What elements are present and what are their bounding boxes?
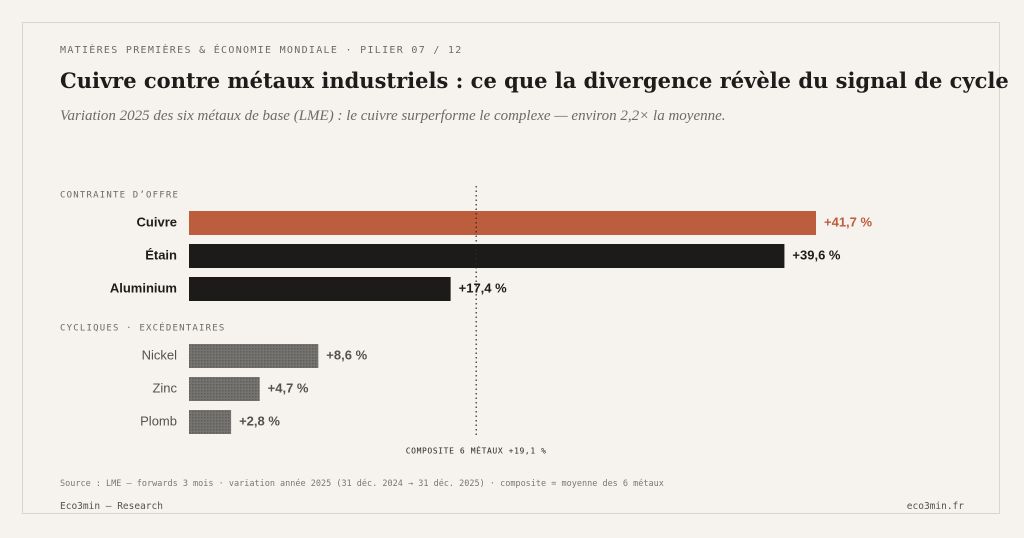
kicker: MATIÈRES PREMIÈRES & ÉCONOMIE MONDIALE ·… xyxy=(60,45,463,56)
bar-zinc xyxy=(189,377,260,401)
value-label-plomb: +2,8 % xyxy=(239,413,280,428)
value-label-nickel: +8,6 % xyxy=(326,347,367,362)
bar-plomb xyxy=(189,410,232,434)
bar-aluminium xyxy=(189,277,451,301)
source-note: Source : LME — forwards 3 mois · variati… xyxy=(60,479,664,489)
bar-etain xyxy=(189,244,785,268)
value-label-cuivre: +41,7 % xyxy=(824,214,873,229)
card-frame xyxy=(22,22,1000,514)
group-label: CONTRAINTE D’OFFRE xyxy=(60,191,179,201)
category-label-etain: Étain xyxy=(145,247,177,262)
category-label-aluminium: Aluminium xyxy=(110,280,177,295)
chart-title: Cuivre contre métaux industriels : ce qu… xyxy=(60,68,1009,93)
site-link[interactable]: eco3min.fr xyxy=(906,501,964,512)
bar-nickel xyxy=(189,344,319,368)
category-label-nickel: Nickel xyxy=(142,347,178,362)
value-label-etain: +39,6 % xyxy=(792,247,841,262)
category-label-plomb: Plomb xyxy=(140,413,177,428)
category-label-zinc: Zinc xyxy=(152,380,177,395)
category-label-cuivre: Cuivre xyxy=(137,214,177,229)
value-label-zinc: +4,7 % xyxy=(268,380,309,395)
brand-label: Eco3min — Research xyxy=(60,501,163,512)
chart-subtitle: Variation 2025 des six métaux de base (L… xyxy=(60,108,726,124)
composite-reference-label: COMPOSITE 6 MÉTAUX +19,1 % xyxy=(406,445,547,456)
group-label: CYCLIQUES · EXCÉDENTAIRES xyxy=(60,322,225,334)
value-label-aluminium: +17,4 % xyxy=(459,280,508,295)
bar-cuivre xyxy=(189,211,816,235)
